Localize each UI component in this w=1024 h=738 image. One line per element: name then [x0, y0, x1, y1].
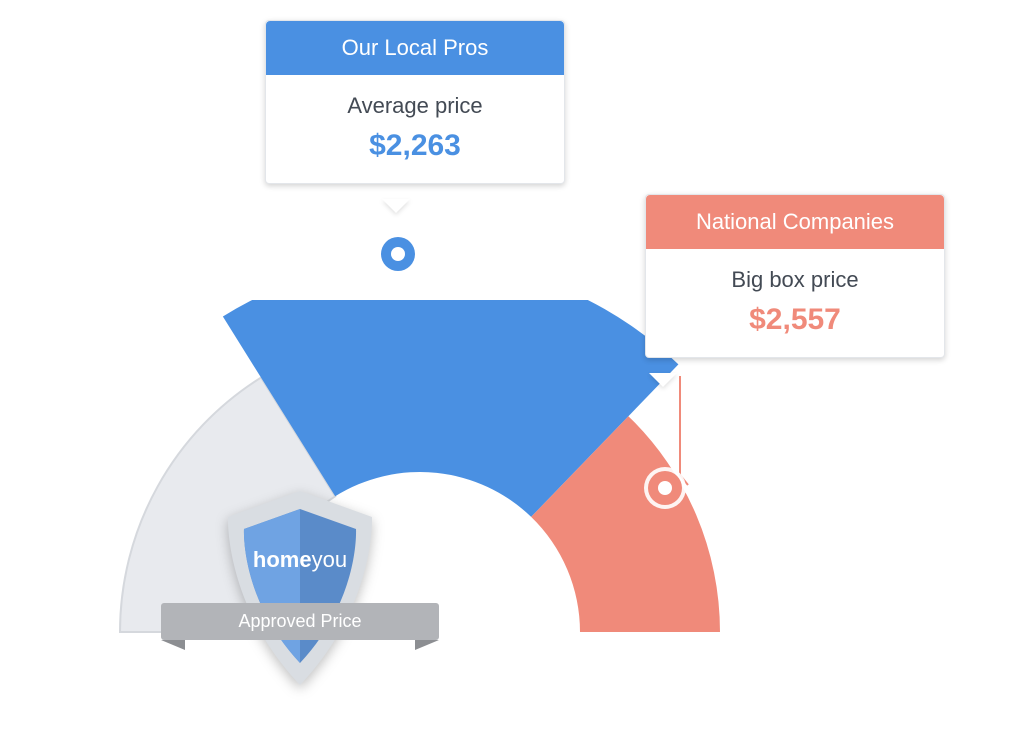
national-header: National Companies — [646, 195, 944, 249]
approved-price-ribbon: Approved Price — [161, 603, 439, 640]
national-card: National Companies Big box price $2,557 — [645, 194, 945, 358]
brand-logo-text: homeyou — [185, 547, 415, 573]
local-pros-price: $2,263 — [276, 129, 554, 163]
brand-part-1: home — [253, 547, 312, 572]
local-pros-card: Our Local Pros Average price $2,263 — [265, 20, 565, 184]
gauge-marker-national — [648, 471, 682, 505]
callout-pointer-icon — [649, 373, 677, 387]
national-price: $2,557 — [656, 303, 934, 337]
shield-icon — [210, 485, 390, 695]
local-pros-subtitle: Average price — [276, 93, 554, 119]
gauge-marker-local — [381, 237, 415, 271]
national-subtitle: Big box price — [656, 267, 934, 293]
brand-part-2: you — [312, 547, 347, 572]
approved-price-badge: homeyou Approved Price — [185, 485, 415, 695]
callout-pointer-icon — [382, 199, 410, 213]
local-pros-header: Our Local Pros — [266, 21, 564, 75]
